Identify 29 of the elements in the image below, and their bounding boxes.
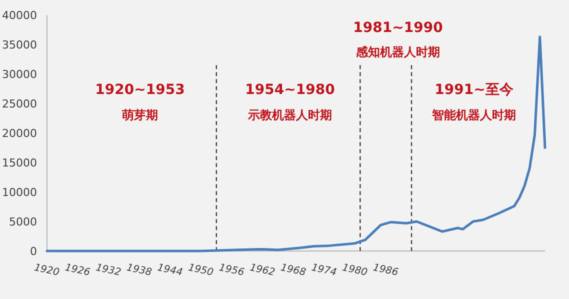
x-tick-label: 1926 bbox=[64, 262, 92, 278]
x-tick-label: 1986 bbox=[372, 262, 400, 278]
x-tick-label: 1950 bbox=[187, 262, 214, 278]
x-tick-label: 1980 bbox=[341, 262, 368, 278]
y-tick-label: 10000 bbox=[2, 186, 37, 199]
y-tick-label: 0 bbox=[30, 245, 37, 258]
annotation: 感知机器人时期 bbox=[355, 45, 440, 59]
x-tick-label: 1956 bbox=[218, 262, 246, 278]
x-tick-label: 1932 bbox=[94, 262, 122, 278]
y-tick-label: 5000 bbox=[9, 216, 37, 228]
x-tick-label: 1938 bbox=[126, 262, 153, 278]
y-tick-label: 35000 bbox=[2, 38, 37, 52]
y-tick-label: 25000 bbox=[2, 98, 37, 110]
annotation: 1954~1980 bbox=[245, 82, 336, 98]
x-tick-label: 1974 bbox=[310, 262, 338, 278]
y-tick-label: 40000 bbox=[2, 9, 37, 22]
x-tick-label: 1968 bbox=[280, 262, 307, 278]
annotation: 萌芽期 bbox=[121, 108, 158, 122]
annotation: 1991~至今 bbox=[434, 82, 514, 98]
y-tick-label: 20000 bbox=[2, 127, 37, 140]
y-tick-label: 15000 bbox=[2, 156, 37, 170]
annotation: 智能机器人时期 bbox=[431, 108, 516, 122]
annotation: 示教机器人时期 bbox=[247, 108, 332, 122]
x-tick-label: 1944 bbox=[156, 262, 184, 278]
x-tick-label: 1962 bbox=[248, 262, 276, 278]
annotation: 1920~1953 bbox=[95, 82, 185, 98]
annotation: 1981~1990 bbox=[353, 20, 444, 36]
y-tick-label: 30000 bbox=[2, 68, 37, 81]
x-tick-label: 1920 bbox=[33, 262, 60, 278]
